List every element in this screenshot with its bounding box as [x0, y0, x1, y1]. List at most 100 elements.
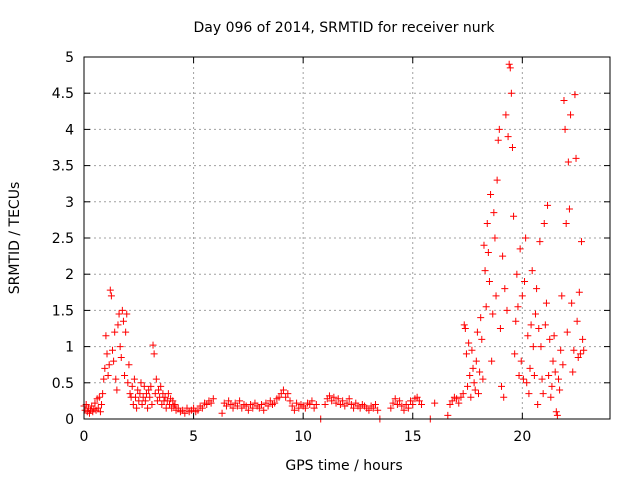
data-point — [504, 133, 512, 141]
data-point — [556, 386, 564, 394]
data-point — [531, 310, 539, 318]
data-point — [522, 234, 530, 242]
data-point — [101, 364, 109, 372]
data-point — [242, 402, 250, 410]
y-tick-label: 3 — [65, 195, 74, 211]
data-point — [431, 399, 439, 407]
data-point — [336, 401, 344, 409]
data-point — [158, 401, 166, 409]
data-point — [479, 375, 487, 383]
data-point — [548, 382, 556, 390]
data-point — [151, 390, 159, 398]
data-point — [530, 372, 538, 380]
data-point — [549, 357, 557, 365]
data-point — [89, 408, 97, 416]
data-point — [529, 343, 537, 351]
data-point — [244, 406, 252, 414]
data-point — [306, 401, 314, 409]
data-point — [119, 317, 127, 325]
data-point — [271, 399, 279, 407]
data-point — [236, 397, 244, 405]
data-point — [478, 335, 486, 343]
data-point — [111, 328, 119, 336]
data-point — [282, 393, 290, 401]
data-point — [371, 401, 379, 409]
data-point — [469, 364, 477, 372]
data-point — [121, 372, 129, 380]
data-point — [396, 397, 404, 405]
data-point — [472, 357, 480, 365]
data-point — [502, 111, 510, 119]
data-point — [519, 375, 527, 383]
data-point — [103, 350, 111, 358]
data-point — [149, 341, 157, 349]
data-point — [115, 310, 123, 318]
data-point — [541, 321, 549, 329]
x-tick-label: 5 — [189, 429, 198, 445]
data-point — [275, 393, 283, 401]
data-point — [249, 404, 257, 412]
data-point — [400, 406, 408, 414]
data-point — [470, 379, 478, 387]
data-point — [460, 321, 468, 329]
data-point — [139, 393, 147, 401]
data-point — [171, 401, 179, 409]
data-point — [141, 397, 149, 405]
data-point — [124, 379, 132, 387]
data-point — [546, 335, 554, 343]
data-point — [104, 372, 112, 380]
data-point — [459, 390, 467, 398]
data-point — [512, 317, 520, 325]
data-point — [330, 393, 338, 401]
x-tick-label: 0 — [80, 429, 89, 445]
data-point — [446, 401, 454, 409]
data-point — [455, 399, 463, 407]
data-point — [547, 393, 555, 401]
data-point — [169, 397, 177, 405]
data-point — [570, 346, 578, 354]
y-tick-label: 2 — [65, 267, 74, 283]
data-point — [328, 397, 336, 405]
data-point — [523, 379, 531, 387]
data-point — [544, 201, 552, 209]
data-point — [350, 404, 358, 412]
data-point — [513, 270, 521, 278]
y-tick-label: 2.5 — [52, 231, 74, 247]
data-point — [108, 346, 116, 354]
data-point — [542, 299, 550, 307]
data-point — [116, 343, 124, 351]
data-point — [510, 212, 518, 220]
data-point — [147, 382, 155, 390]
chart-title: Day 096 of 2014, SRMTID for receiver nur… — [193, 20, 495, 36]
data-point — [499, 252, 507, 260]
data-point — [137, 379, 145, 387]
data-point — [453, 395, 461, 403]
data-point — [106, 286, 114, 294]
data-point — [565, 205, 573, 213]
data-point — [462, 350, 470, 358]
data-point — [572, 154, 580, 162]
data-point — [128, 382, 136, 390]
data-point — [290, 406, 298, 414]
data-point — [164, 390, 172, 398]
data-point — [157, 382, 165, 390]
data-point — [125, 361, 133, 369]
data-point — [222, 402, 230, 410]
data-point — [94, 404, 102, 412]
data-point — [136, 390, 144, 398]
data-point — [498, 382, 506, 390]
data-point — [545, 372, 553, 380]
data-point — [493, 176, 501, 184]
data-point — [148, 401, 156, 409]
data-point — [279, 386, 287, 394]
data-point — [203, 401, 211, 409]
data-point — [461, 325, 469, 332]
data-point — [571, 91, 579, 99]
data-point — [550, 332, 558, 340]
data-point — [238, 404, 246, 412]
data-point — [312, 401, 320, 409]
data-point — [506, 64, 514, 72]
y-tick-label: 1.5 — [52, 303, 74, 319]
data-point — [537, 343, 545, 351]
data-point — [488, 357, 496, 365]
